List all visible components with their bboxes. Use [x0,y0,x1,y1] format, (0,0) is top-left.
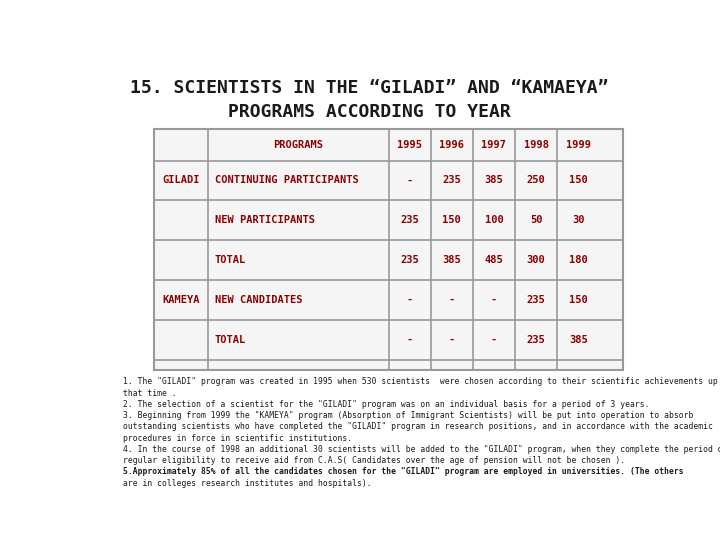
Text: 385: 385 [569,335,588,345]
Text: KAMEYA: KAMEYA [163,295,200,305]
Text: TOTAL: TOTAL [215,335,246,345]
Text: -: - [407,335,413,345]
Text: 4. In the course of 1998 an additional 30 scientists will be added to the "GILAD: 4. In the course of 1998 an additional 3… [124,445,720,454]
Text: PROGRAMS ACCORDING TO YEAR: PROGRAMS ACCORDING TO YEAR [228,103,510,121]
FancyBboxPatch shape [154,129,623,370]
Text: 385: 385 [442,255,462,265]
Text: 235: 235 [400,255,419,265]
Text: PROGRAMS: PROGRAMS [274,140,323,150]
Text: 100: 100 [485,215,503,225]
Text: 15. SCIENTISTS IN THE “GILADI” AND “KAMAEYA”: 15. SCIENTISTS IN THE “GILADI” AND “KAMA… [130,79,608,97]
Text: 1995: 1995 [397,140,422,150]
Text: 235: 235 [527,335,546,345]
Text: 150: 150 [569,176,588,186]
Text: -: - [491,295,497,305]
Text: 180: 180 [569,255,588,265]
Text: 1996: 1996 [439,140,464,150]
Text: NEW PARTICIPANTS: NEW PARTICIPANTS [215,215,315,225]
Text: 485: 485 [485,255,503,265]
Text: 385: 385 [485,176,503,186]
Text: 1998: 1998 [523,140,549,150]
Text: -: - [449,335,455,345]
Text: 235: 235 [527,295,546,305]
Text: that time .: that time . [124,389,177,397]
Text: outstanding scientists who have completed the "GILADI" program in research posit: outstanding scientists who have complete… [124,422,714,431]
Text: 235: 235 [400,215,419,225]
Text: 1997: 1997 [482,140,506,150]
Text: 1. The "GILADI" program was created in 1995 when 530 scientists  were chosen acc: 1. The "GILADI" program was created in 1… [124,377,720,387]
Text: GILADI: GILADI [163,176,200,186]
Text: -: - [407,295,413,305]
Text: 50: 50 [530,215,542,225]
Text: 3. Beginning from 1999 the "KAMEYA" program (Absorption of Immigrant Scientists): 3. Beginning from 1999 the "KAMEYA" prog… [124,411,694,420]
Text: -: - [407,176,413,186]
Text: TOTAL: TOTAL [215,255,246,265]
Text: 5.Approximately 85% of all the candidates chosen for the "GILADI" program are em: 5.Approximately 85% of all the candidate… [124,467,684,476]
Text: 1999: 1999 [566,140,591,150]
Text: -: - [491,335,497,345]
Text: 235: 235 [442,176,462,186]
Text: 250: 250 [527,176,546,186]
Text: procedures in force in scientific institutions.: procedures in force in scientific instit… [124,434,353,443]
Text: are in colleges research institutes and hospitals).: are in colleges research institutes and … [124,478,372,488]
Text: 300: 300 [527,255,546,265]
Text: 150: 150 [569,295,588,305]
Text: 30: 30 [572,215,585,225]
Text: -: - [449,295,455,305]
Text: 2. The selection of a scientist for the "GILADI" program was on an individual ba: 2. The selection of a scientist for the … [124,400,650,409]
Text: 150: 150 [442,215,462,225]
Text: NEW CANDIDATES: NEW CANDIDATES [215,295,302,305]
Text: CONTINUING PARTICIPANTS: CONTINUING PARTICIPANTS [215,176,359,186]
Text: regular eligibility to receive aid from C.A.S( Candidates over the age of pensio: regular eligibility to receive aid from … [124,456,626,465]
